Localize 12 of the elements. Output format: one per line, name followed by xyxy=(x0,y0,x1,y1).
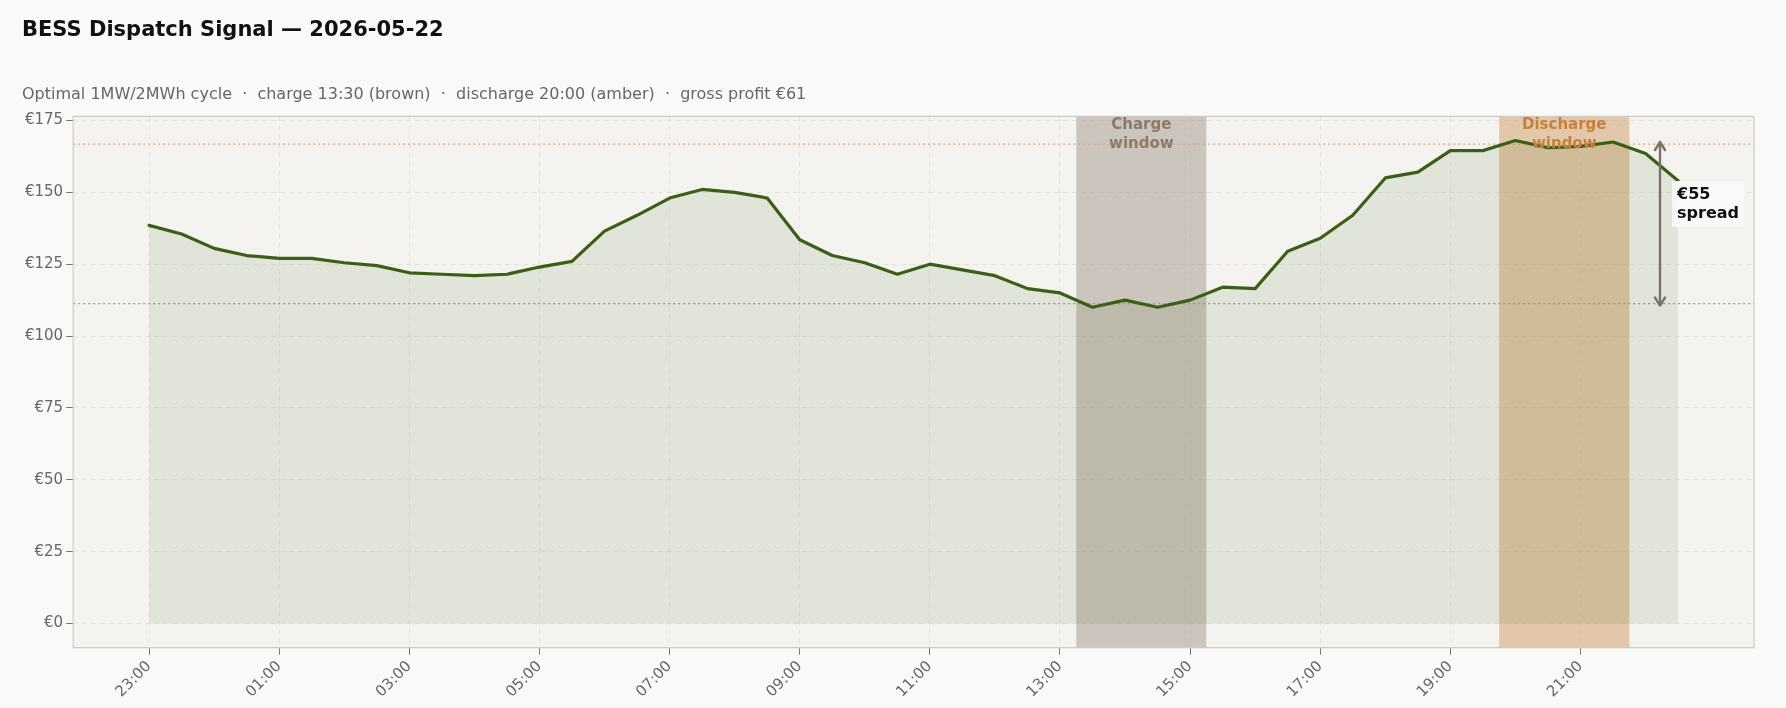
chart-subtitle: Optimal 1MW/2MWh cycle · charge 13:30 (brown) · discharge 20:00 (amber) · gross profit €61 xyxy=(22,83,807,103)
y-tick-label: €25 xyxy=(34,541,64,560)
y-tick-label: €50 xyxy=(34,469,64,488)
y-tick-label: €100 xyxy=(24,325,64,344)
chart-title: BESS Dispatch Signal — 2026-05-22 xyxy=(22,17,444,42)
y-tick-label: €150 xyxy=(24,182,64,201)
y-tick-label: €125 xyxy=(24,254,64,273)
y-tick-label: €75 xyxy=(34,397,64,416)
y-tick-label: €0 xyxy=(44,613,64,632)
y-tick-label: €175 xyxy=(24,110,64,129)
band-label: Charge window xyxy=(1109,114,1174,152)
annotation: €55 spread xyxy=(1676,183,1740,222)
